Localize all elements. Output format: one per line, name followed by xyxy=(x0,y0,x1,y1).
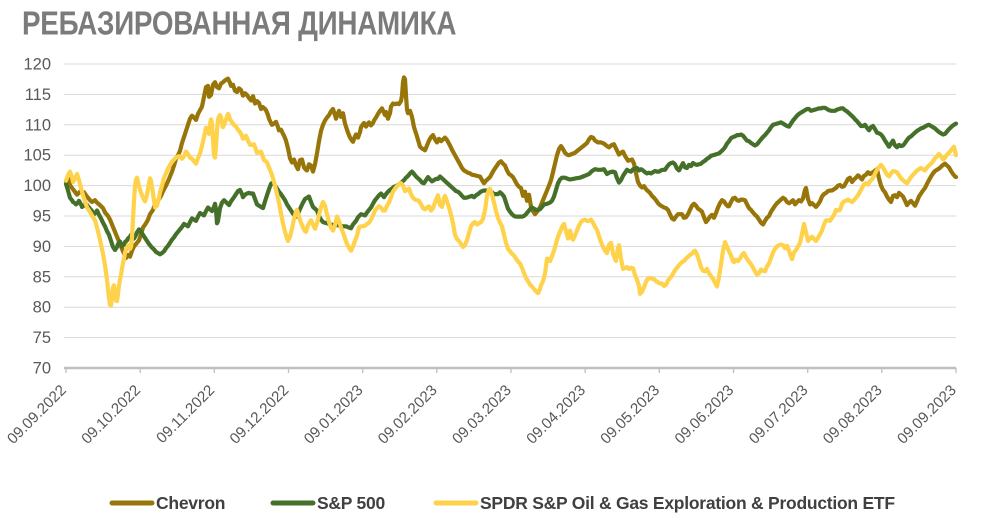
svg-text:Chevron: Chevron xyxy=(156,493,225,513)
svg-text:S&P 500: S&P 500 xyxy=(317,493,385,513)
svg-text:90: 90 xyxy=(33,238,51,256)
svg-text:105: 105 xyxy=(23,147,51,165)
svg-text:80: 80 xyxy=(33,299,51,317)
svg-text:75: 75 xyxy=(33,329,51,347)
svg-text:95: 95 xyxy=(33,208,51,226)
svg-text:100: 100 xyxy=(23,177,51,195)
svg-text:115: 115 xyxy=(25,86,51,104)
svg-text:SPDR S&P Oil & Gas Exploration: SPDR S&P Oil & Gas Exploration & Product… xyxy=(480,493,895,513)
svg-text:85: 85 xyxy=(33,268,51,286)
svg-text:120: 120 xyxy=(23,56,51,74)
svg-text:110: 110 xyxy=(25,116,51,134)
svg-text:70: 70 xyxy=(33,360,51,378)
svg-text:РЕБАЗИРОВАННАЯ ДИНАМИКА: РЕБАЗИРОВАННАЯ ДИНАМИКА xyxy=(22,4,456,42)
